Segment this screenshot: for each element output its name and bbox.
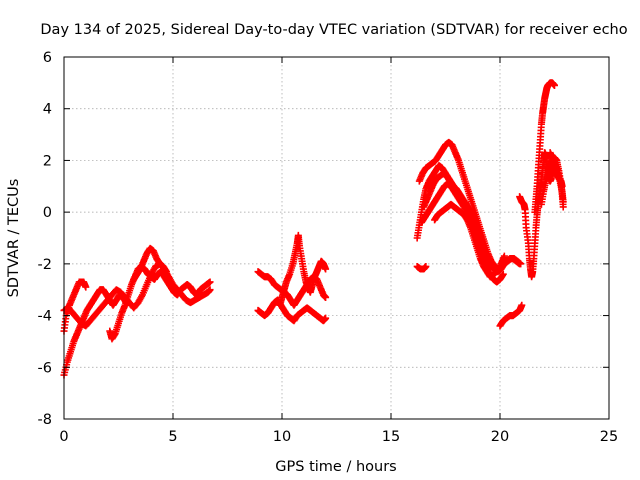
axis-ticks: 0 5 10 15 20 25 -8 -6 -4 -2 0 2 4 6 — [38, 50, 619, 445]
x-tick-label: 10 — [273, 429, 291, 445]
data-point — [499, 270, 507, 278]
data-point — [516, 260, 524, 268]
data-point — [422, 262, 430, 270]
y-tick-label: -6 — [38, 360, 52, 376]
data-point — [559, 203, 567, 211]
x-tick-label: 5 — [168, 429, 177, 445]
x-axis-label: GPS time / hours — [275, 459, 396, 475]
y-tick-label: 6 — [43, 50, 52, 66]
y-tick-label: 4 — [43, 102, 52, 118]
data-point — [500, 252, 508, 260]
x-tick-label: 25 — [600, 429, 618, 445]
data-point — [518, 301, 526, 309]
chart-title: Day 134 of 2025, Sidereal Day-to-day VTE… — [40, 22, 627, 38]
data-point — [162, 268, 170, 276]
data-point — [551, 81, 558, 89]
y-tick-label: 0 — [43, 205, 52, 221]
x-tick-label: 15 — [382, 429, 400, 445]
grid-lines — [64, 57, 609, 419]
data-point — [206, 278, 214, 286]
data-point — [322, 293, 330, 301]
data-point — [322, 265, 330, 273]
data-point — [322, 314, 330, 322]
data-points — [60, 79, 567, 379]
data-point — [558, 182, 566, 190]
data-point — [82, 283, 90, 291]
x-tick-label: 0 — [59, 429, 68, 445]
data-point — [206, 286, 214, 294]
y-tick-label: -2 — [38, 257, 52, 273]
y-tick-label: 2 — [43, 153, 52, 169]
y-tick-label: -8 — [38, 412, 52, 428]
x-tick-label: 20 — [491, 429, 509, 445]
plot-frame — [63, 56, 610, 420]
y-tick-label: -4 — [38, 309, 52, 325]
y-axis-label: SDTVAR / TECUs — [6, 179, 22, 298]
